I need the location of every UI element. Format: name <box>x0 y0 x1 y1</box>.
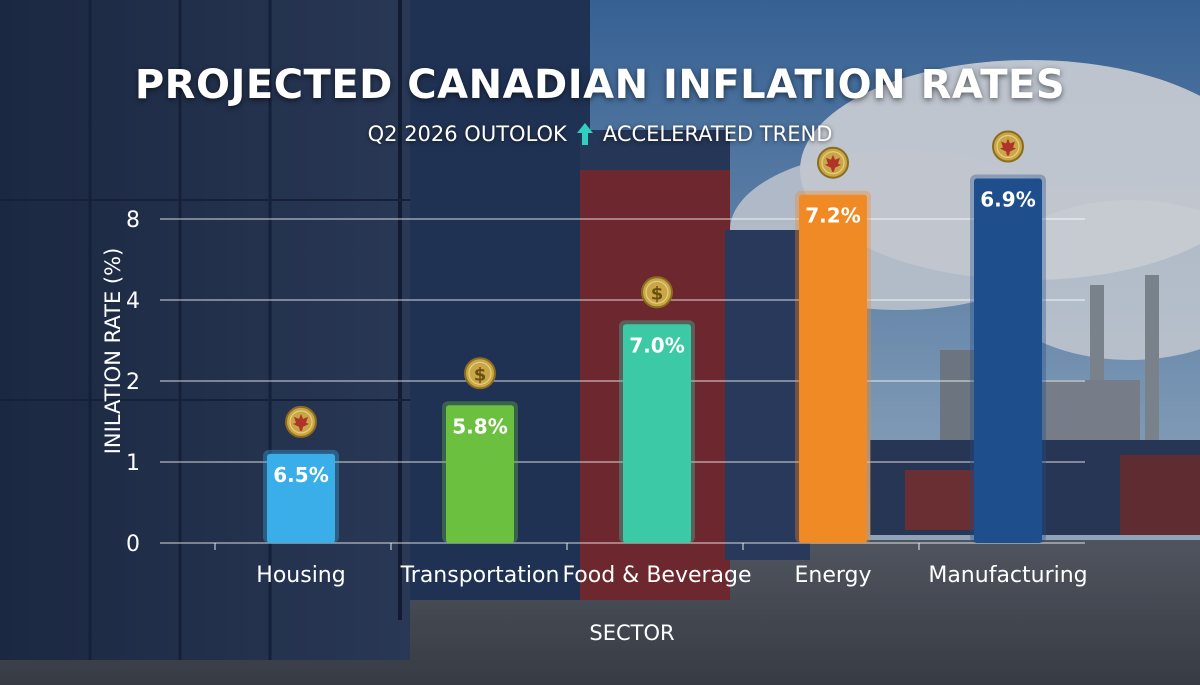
bar-transportation <box>446 405 514 543</box>
arrow-up-icon <box>576 123 593 145</box>
svg-text:$: $ <box>474 364 487 385</box>
maple-leaf-icon <box>285 405 317 438</box>
x-axis-title: SECTOR <box>589 621 674 645</box>
x-category-label: Food & Beverage <box>562 563 751 588</box>
bar-value-label: 5.8% <box>452 414 507 438</box>
y-axis-title: INILATION RATE (%) <box>101 248 125 455</box>
dollar-coin-icon: $ <box>641 276 673 309</box>
y-tick-label: 4 <box>126 289 140 314</box>
bar-manufacturing <box>974 178 1042 543</box>
y-tick-label: 1 <box>126 451 140 476</box>
subtitle-outlook: Q2 2026 OUTOLOK <box>367 122 567 146</box>
maple-leaf-icon <box>992 130 1024 163</box>
y-tick-label: 8 <box>126 208 140 233</box>
bar-value-label: 7.0% <box>629 333 684 357</box>
x-category-label: Transportation <box>400 563 560 588</box>
bar-value-label: 7.2% <box>805 204 860 228</box>
chart-title: PROJECTED CANADIAN INFLATION RATES <box>134 62 1066 108</box>
x-category-label: Housing <box>256 563 345 588</box>
bar-energy <box>799 194 867 543</box>
subtitle-trend: ACCELERATED TREND <box>602 122 833 146</box>
maple-leaf-icon <box>817 146 849 179</box>
bar-food-beverage <box>623 324 691 543</box>
bar-housing <box>267 453 335 543</box>
x-category-label: Energy <box>794 563 871 588</box>
y-tick-label: 0 <box>126 532 140 557</box>
dollar-coin-icon: $ <box>464 357 496 390</box>
bar-value-label: 6.9% <box>980 188 1035 212</box>
y-tick-label: 2 <box>126 370 140 395</box>
bar-value-label: 6.5% <box>273 463 328 487</box>
x-category-label: Manufacturing <box>928 563 1087 588</box>
chart-subtitle: Q2 2026 OUTOLOK ACCELERATED TREND <box>0 122 1200 146</box>
svg-text:$: $ <box>651 283 664 304</box>
